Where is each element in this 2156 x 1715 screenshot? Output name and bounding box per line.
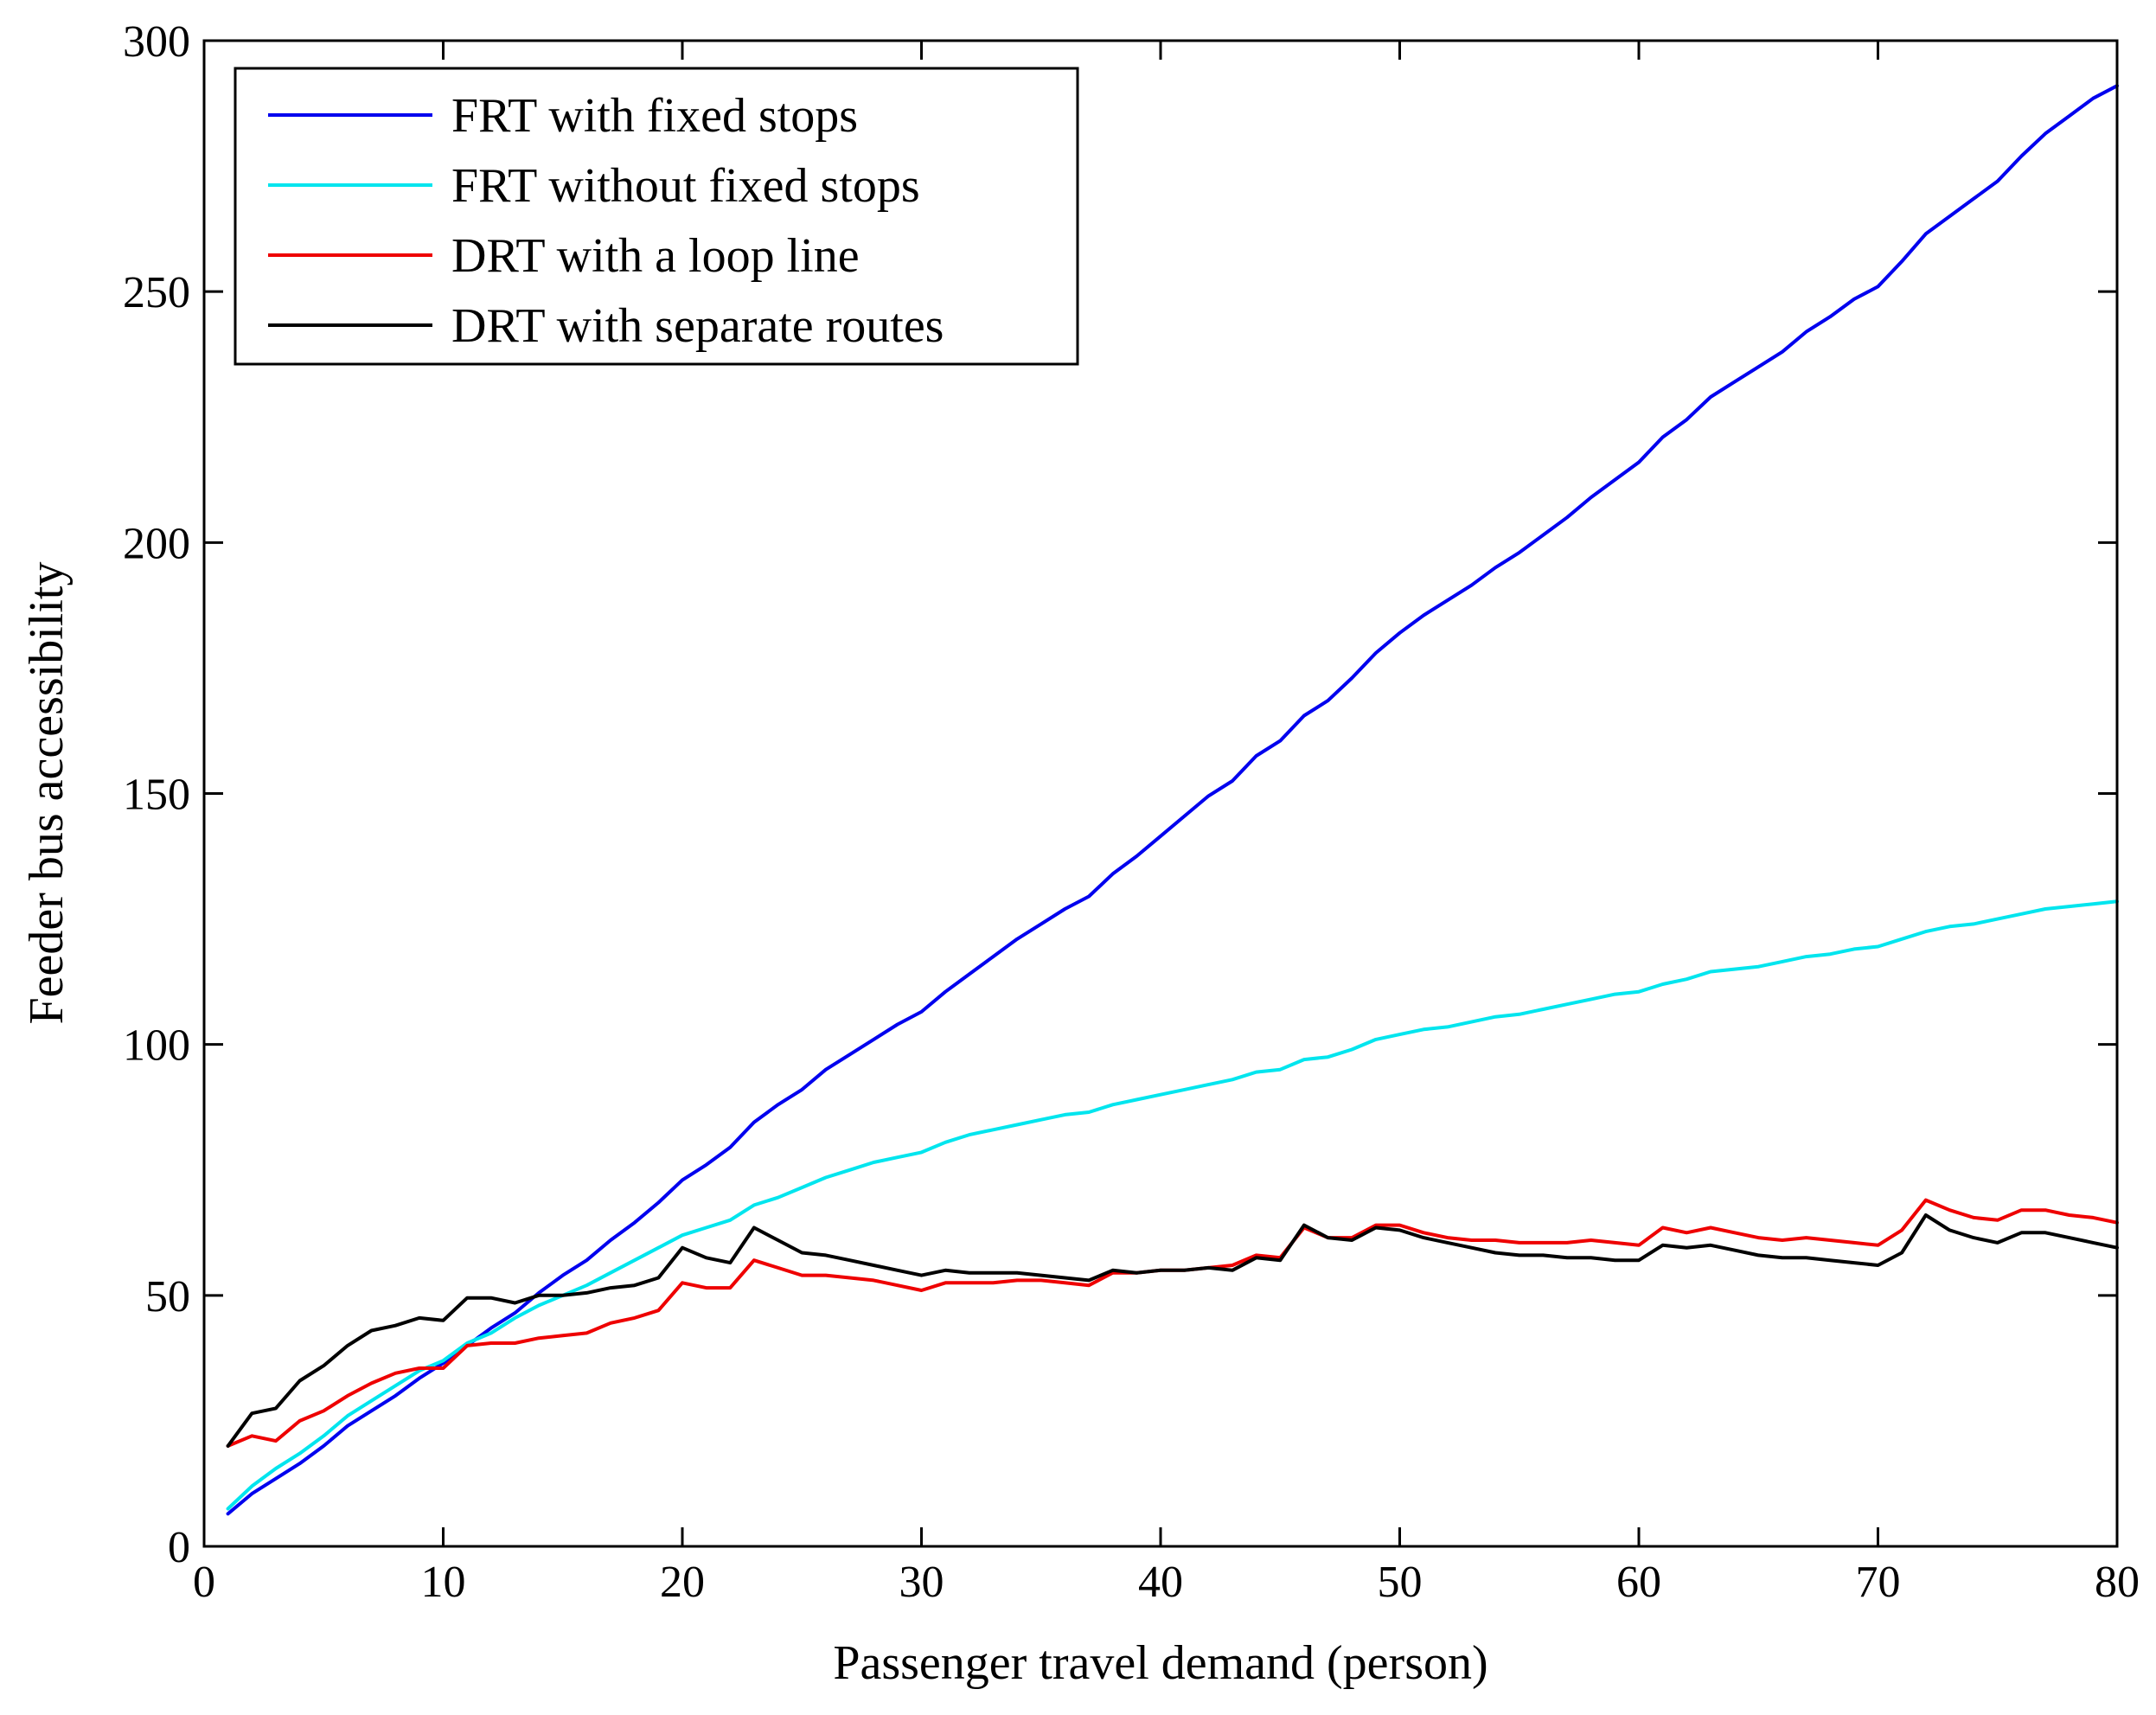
- legend-label: DRT with a loop line: [451, 229, 860, 283]
- legend-box: [234, 67, 1079, 366]
- y-tick-label: 150: [123, 771, 190, 820]
- x-tick-label: 50: [1378, 1558, 1423, 1607]
- x-axis-title: Passenger travel demand (person): [833, 1636, 1487, 1690]
- legend: FRT with fixed stops FRT without fixed st…: [234, 67, 1079, 366]
- series-line-drt-with-separate-routes: [226, 1213, 2119, 1448]
- x-tick-label: 10: [421, 1558, 466, 1607]
- tick-labels: 0 10 20 30 40 50 60 70 80 0 50 100 150 200 250 300: [123, 17, 2140, 1607]
- x-tick-label: 70: [1856, 1558, 1901, 1607]
- x-tick-label: 0: [193, 1558, 215, 1607]
- series-line-frt-with-fixed-stops: [226, 84, 2119, 1516]
- series-line-frt-without-fixed-stops: [226, 899, 2119, 1511]
- y-tick-label: 0: [168, 1523, 190, 1572]
- legend-label: DRT with separate routes: [451, 299, 944, 353]
- y-axis-title: Feeder bus accessibility: [20, 562, 74, 1025]
- y-tick-label: 200: [123, 519, 190, 568]
- y-tick-label: 250: [123, 268, 190, 317]
- legend-label: FRT without fixed stops: [451, 159, 920, 213]
- legend-label: FRT with fixed stops: [451, 89, 858, 143]
- plot-area-frame: [202, 39, 2119, 1548]
- x-tick-label: 30: [899, 1558, 944, 1607]
- x-tick-label: 80: [2095, 1558, 2140, 1607]
- y-tick-label: 50: [145, 1272, 190, 1321]
- y-tick-label: 100: [123, 1021, 190, 1071]
- x-tick-label: 40: [1138, 1558, 1183, 1607]
- x-tick-label: 60: [1616, 1558, 1661, 1607]
- y-tick-label: 300: [123, 17, 190, 67]
- series-layer: [226, 84, 2119, 1516]
- x-tick-label: 20: [660, 1558, 705, 1607]
